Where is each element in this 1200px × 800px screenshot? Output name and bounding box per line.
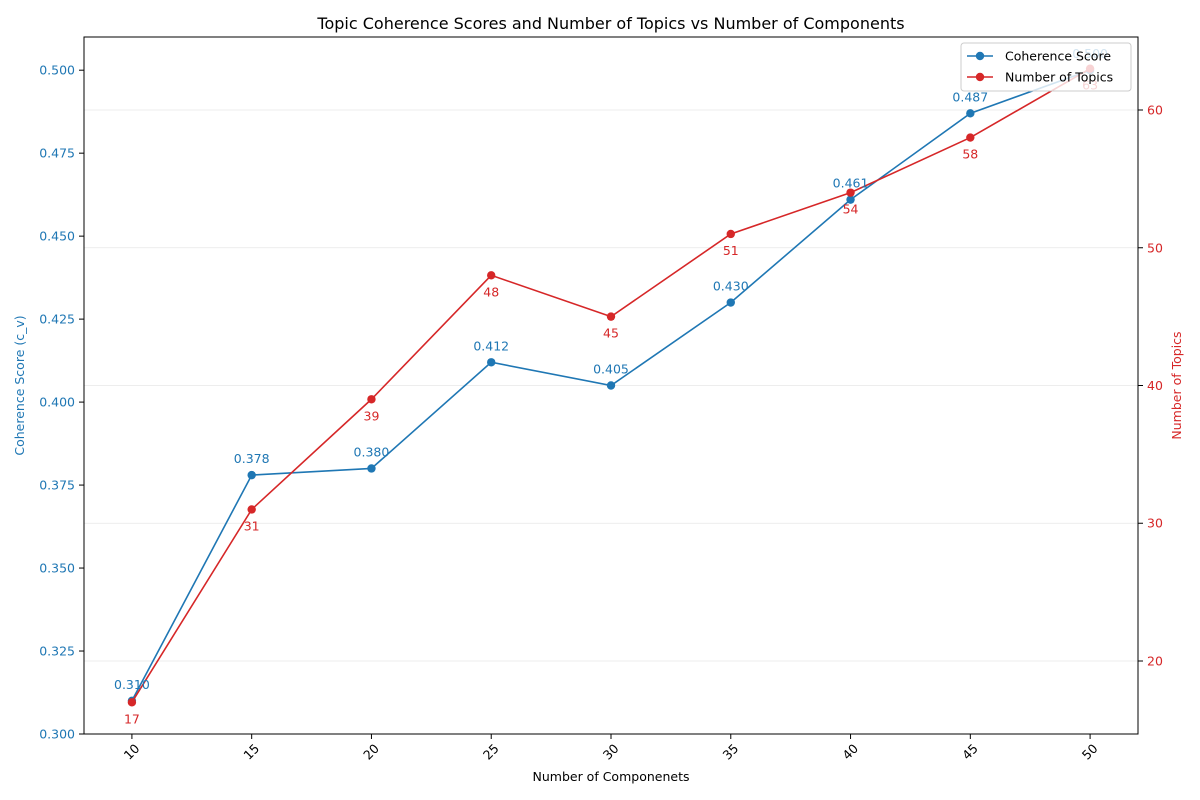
y-left-tick-label: 0.375 <box>39 478 75 493</box>
coherence-score-point <box>606 381 616 390</box>
x-tick-label: 35 <box>719 741 741 763</box>
y-left-tick-label: 0.500 <box>39 63 75 78</box>
y-left-tick-label: 0.400 <box>39 395 75 410</box>
legend-entry-label: Coherence Score <box>1005 49 1111 64</box>
coherence-score-point <box>846 195 855 204</box>
y-left-tick-label: 0.325 <box>39 644 75 659</box>
number-of-topics-data-label: 39 <box>364 408 380 423</box>
y-left-tick-label: 0.300 <box>39 727 75 742</box>
coherence-score-data-label: 0.380 <box>354 444 390 459</box>
number-of-topics-data-label: 45 <box>603 326 619 341</box>
coherence-score-point <box>247 470 256 480</box>
y-left-axis-label: Coherence Score (c_v) <box>12 315 27 455</box>
y-left-tick-label: 0.450 <box>39 229 75 244</box>
x-tick-label: 15 <box>240 741 262 763</box>
legend: Coherence Score Number of Topics <box>960 42 1132 92</box>
legend-box <box>960 42 1132 92</box>
series-layer <box>127 64 1095 707</box>
y-right-tick-label: 30 <box>1147 516 1163 531</box>
number-of-topics-point <box>127 698 137 707</box>
y-right-tick-label: 20 <box>1147 653 1163 668</box>
x-tick-label: 10 <box>121 741 143 763</box>
legend-marker <box>975 72 985 82</box>
x-tick-label: 40 <box>839 741 861 763</box>
number-of-topics-point <box>726 229 735 239</box>
number-of-topics-data-label: 31 <box>244 518 260 533</box>
number-of-topics-data-label: 17 <box>124 711 140 726</box>
axes-layer: 10 15 20 25 30 35 40 45 50 0.300 0.325 0.350 0.375 0.… <box>39 63 1163 763</box>
x-axis-label: Number of Componenets <box>533 769 690 784</box>
coherence-score-data-label: 0.378 <box>234 451 270 466</box>
coherence-score-data-label: 0.430 <box>713 279 749 294</box>
number-of-topics-data-label: 48 <box>483 284 499 299</box>
x-tick-label: 20 <box>360 741 382 763</box>
coherence-score-data-label: 0.412 <box>473 338 509 353</box>
number-of-topics-point <box>367 395 376 404</box>
x-tick-label: 30 <box>600 741 622 763</box>
y-left-tick-label: 0.425 <box>39 312 75 327</box>
number-of-topics-data-label: 58 <box>962 147 978 162</box>
x-tick-label: 25 <box>480 741 502 763</box>
coherence-score-point <box>966 109 975 118</box>
number-of-topics-data-label: 54 <box>843 202 859 217</box>
x-tick-label: 50 <box>1079 741 1101 763</box>
y-right-tick-label: 50 <box>1147 240 1163 255</box>
number-of-topics-point <box>846 188 855 197</box>
chart-title: Topic Coherence Scores and Number of Top… <box>316 14 904 33</box>
y-left-tick-label: 0.475 <box>39 146 75 161</box>
coherence-score-point <box>487 358 496 367</box>
number-of-topics-point <box>247 505 256 514</box>
y-right-tick-label: 40 <box>1147 378 1163 393</box>
coherence-score-data-label: 0.405 <box>593 362 629 377</box>
y-left-tick-label: 0.350 <box>39 561 75 576</box>
y-right-tick-label: 60 <box>1147 103 1163 118</box>
coherence-score-point <box>726 298 735 307</box>
coherence-score-data-label: 0.461 <box>833 176 869 191</box>
coherence-score-data-label: 0.487 <box>952 89 988 104</box>
legend-entry-label: Number of Topics <box>1005 70 1113 85</box>
number-of-topics-point <box>606 312 616 321</box>
number-of-topics-point <box>966 133 975 142</box>
coherence-score-point <box>367 464 376 473</box>
coherence-score-data-label: 0.310 <box>114 677 150 692</box>
number-of-topics-data-label: 51 <box>723 243 739 258</box>
x-tick-label: 45 <box>959 741 981 763</box>
number-of-topics-point <box>487 271 496 280</box>
legend-marker <box>975 51 985 61</box>
y-right-axis-label: Number of Topics <box>1169 331 1184 439</box>
